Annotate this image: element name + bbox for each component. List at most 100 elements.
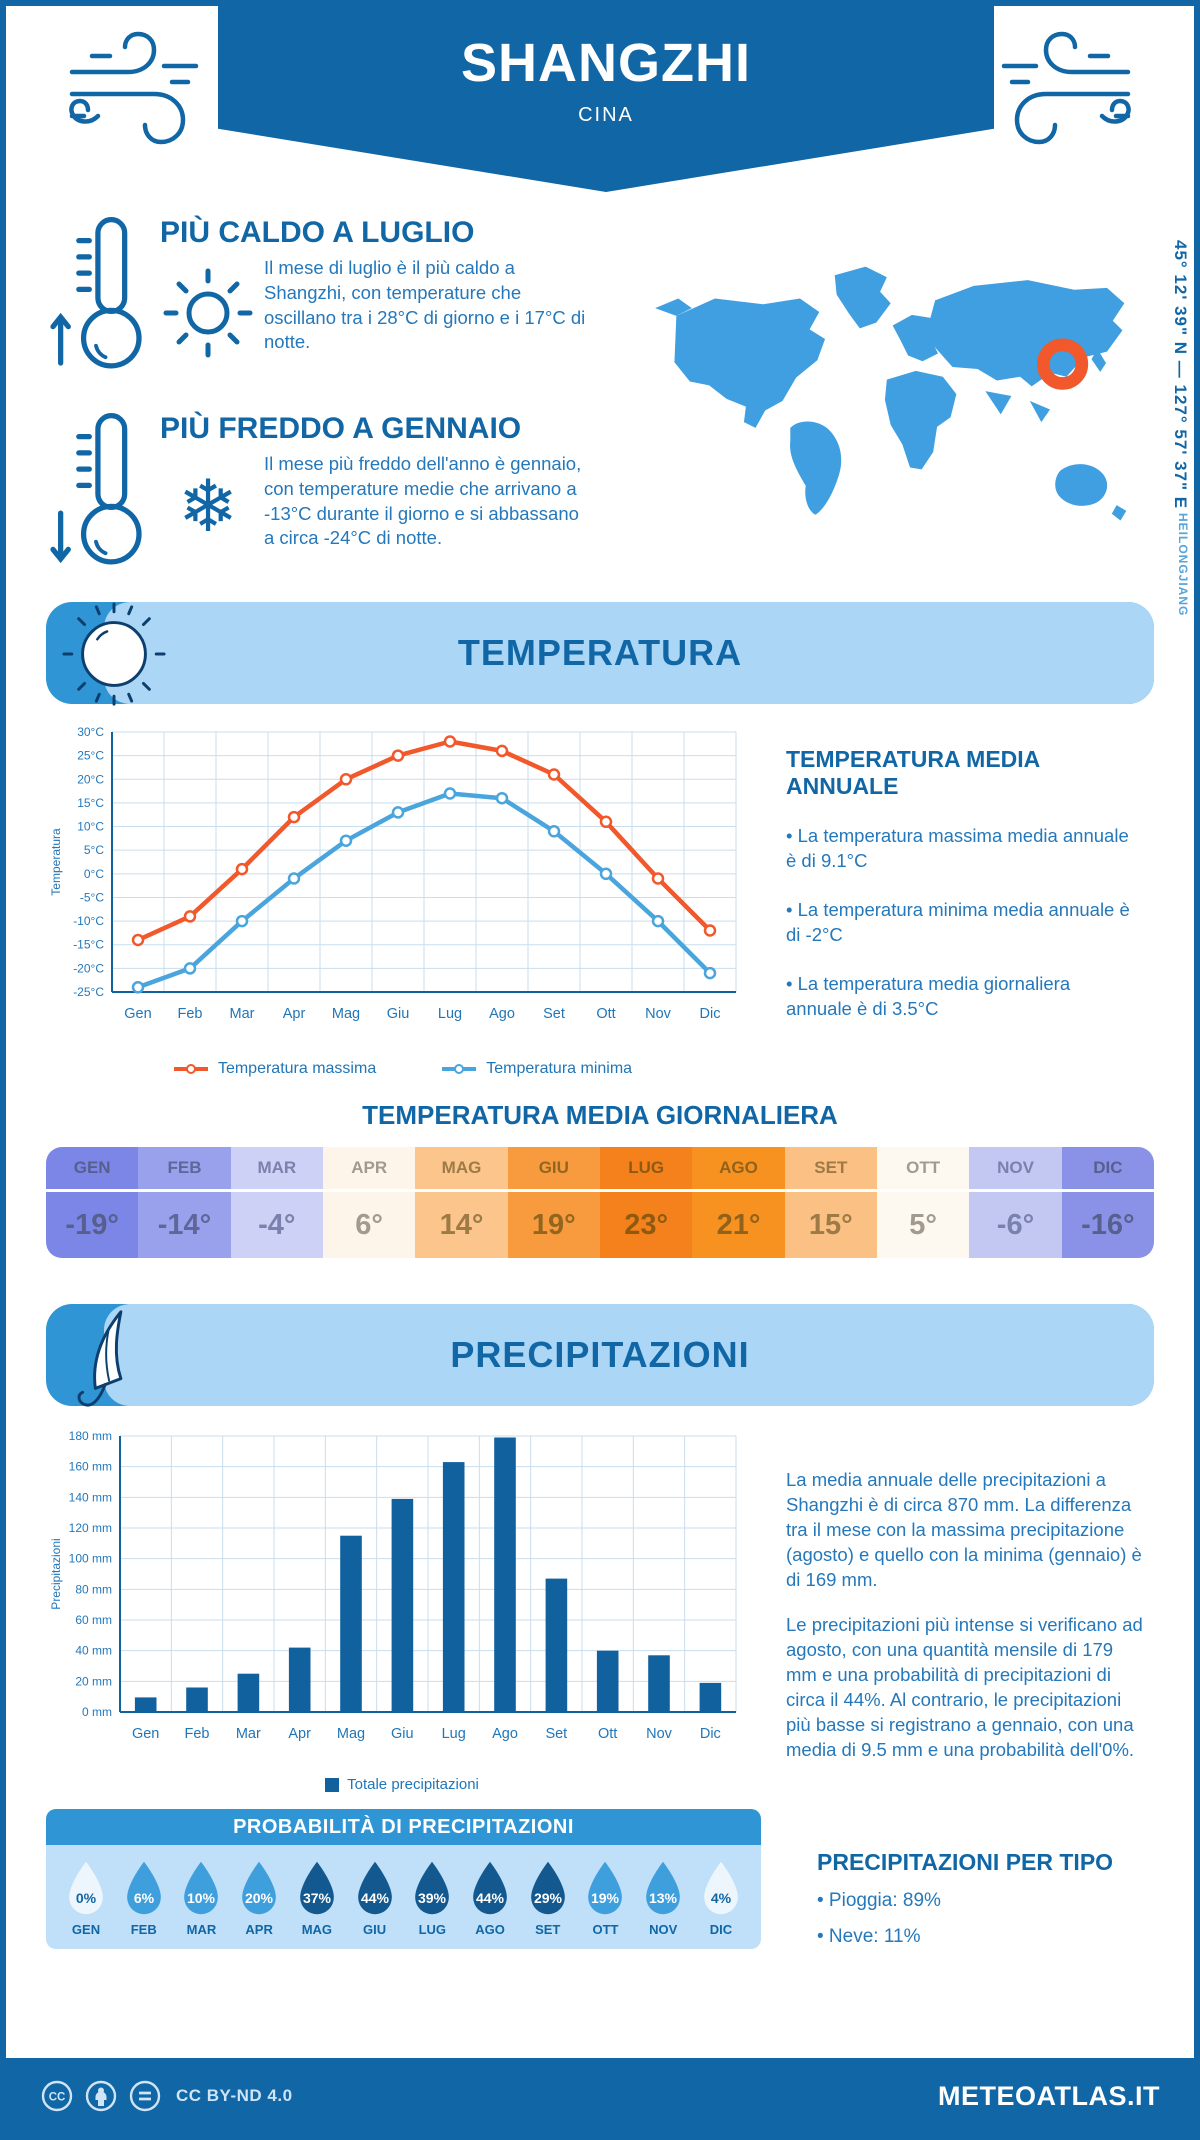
meteoatlas-brand: METEOATLAS.IT [938,2080,1160,2111]
svg-text:Set: Set [545,1726,567,1742]
droplet-month-label: SET [535,1922,561,1937]
month-column-ago: AGO 21° [692,1147,785,1258]
svg-text:20%: 20% [245,1890,274,1906]
legend-label-max: Temperatura massima [217,1060,377,1077]
month-column-apr: APR 6° [323,1147,416,1258]
map-column: 45° 12' 39" N — 127° 57' 37" E HEILONGJI… [636,198,1194,616]
region-label: HEILONGJIANG [1176,513,1190,617]
temperature-section-title: TEMPERATURA [457,632,743,673]
month-mean-value: 5° [877,1192,970,1258]
month-mean-value: -6° [969,1192,1062,1258]
svg-text:25°C: 25°C [77,749,104,763]
month-column-mar: MAR -4° [230,1147,323,1258]
month-header: APR [323,1147,416,1192]
svg-text:20°C: 20°C [77,772,104,786]
svg-text:Apr: Apr [283,1006,306,1022]
droplet-dic: 4% DIC [695,1859,747,1937]
svg-text:-5°C: -5°C [80,890,104,904]
precipitation-paragraph: Le precipitazioni più intense si verific… [786,1613,1143,1760]
month-mean-value: 15° [784,1192,877,1258]
cc-by-icon [85,2080,117,2112]
svg-text:Precipitazioni: Precipitazioni [49,1538,63,1609]
droplet-lug: 39% LUG [406,1859,458,1937]
droplet-month-label: AGO [475,1922,505,1937]
intro-row: PIÙ CALDO A LUGLIO Il mese di luglio è i… [6,198,1194,616]
warmest-month-block: PIÙ CALDO A LUGLIO Il mese di luglio è i… [46,212,636,384]
svg-text:Apr: Apr [288,1726,311,1742]
month-mean-value: 14° [415,1192,508,1258]
droplet-month-label: NOV [649,1922,678,1937]
svg-text:Mag: Mag [332,1006,360,1022]
umbrella-banner-icon [77,1310,123,1407]
droplet-ago: 44% AGO [464,1859,516,1937]
precipitation-bar-chart: 0 mm 20 mm 40 mm 60 mm 80 mm 100 mm 120 mm 140 … [46,1422,758,1770]
legend-label-min: Temperatura minima [486,1060,633,1077]
month-column-ott: OTT 5° [877,1147,970,1258]
droplet-month-label: MAG [301,1922,333,1937]
svg-text:0 mm: 0 mm [82,1705,112,1719]
droplet-icon: 0% [69,1861,103,1915]
annual-bullet: • La temperatura massima media annuale è… [786,825,1129,871]
svg-text:120 mm: 120 mm [69,1521,112,1535]
svg-text:160 mm: 160 mm [69,1460,112,1474]
svg-text:Set: Set [543,1006,565,1022]
legend-label-total: Totale precipitazioni [347,1776,479,1793]
wind-icon [1001,31,1131,145]
month-column-lug: LUG 23° [600,1147,693,1258]
svg-text:Giu: Giu [391,1726,414,1742]
precipitation-paragraph: La media annuale delle precipitazioni a … [786,1469,1142,1590]
header: SHANGZHI CINA [6,6,1194,198]
temperature-chart-row: -25°C -20°C -15°C -10°C -5°C 0°C 5°C 10°C 15°C 20… [6,704,1194,1078]
droplet-month-label: MAR [186,1922,217,1937]
droplet-month-label: FEB [130,1922,157,1937]
svg-text:37%: 37% [303,1890,332,1906]
svg-text:Nov: Nov [646,1726,673,1742]
wind-icon [69,31,199,145]
month-header: NOV [969,1147,1062,1192]
svg-text:CC: CC [49,2092,66,2104]
droplet-mar: 10% MAR [175,1859,227,1937]
cc-icon: CC [41,2080,73,2112]
thermometer-up-icon [50,217,142,369]
month-header: OTT [877,1147,970,1192]
svg-text:-10°C: -10°C [73,914,104,928]
license-label: CC BY-ND 4.0 [176,2086,293,2105]
svg-text:Ago: Ago [492,1726,518,1742]
warmest-month-body: PIÙ CALDO A LUGLIO Il mese di luglio è i… [146,212,594,384]
svg-text:20 mm: 20 mm [75,1674,112,1688]
annual-temperature-heading: TEMPERATURA MEDIA ANNUALE [786,746,1040,799]
droplet-ott: 19% OTT [579,1859,631,1937]
probability-row: PROBABILITÀ DI PRECIPITAZIONI 0% GEN 6% FEB… [6,1793,1194,1949]
highlights-column: PIÙ CALDO A LUGLIO Il mese di luglio è i… [46,198,636,600]
temperature-chart-legend: Temperatura massima Temperatura minima [46,1060,758,1078]
svg-text:Temperatura: Temperatura [49,828,63,896]
svg-text:-25°C: -25°C [73,985,104,999]
page-title: SHANGZHI [461,33,751,93]
title-banner: SHANGZHI CINA [218,6,994,192]
svg-text:44%: 44% [361,1890,390,1906]
svg-text:13%: 13% [649,1890,678,1906]
svg-text:Mag: Mag [337,1726,365,1742]
precipitation-text-column: La media annuale delle precipitazioni a … [758,1422,1154,1793]
svg-text:0°C: 0°C [84,867,104,881]
month-header: SET [784,1147,877,1192]
droplet-icon: 37% [300,1861,334,1915]
droplet-month-label: LUG [418,1922,447,1937]
coordinates-label: 45° 12' 39" N — 127° 57' 37" E [1171,240,1190,510]
svg-text:Ott: Ott [596,1006,615,1022]
month-header: LUG [600,1147,693,1192]
svg-text:29%: 29% [534,1890,563,1906]
geo-labels: 45° 12' 39" N — 127° 57' 37" E HEILONGJI… [1170,240,1190,670]
svg-text:39%: 39% [418,1890,447,1906]
annual-bullet: • La temperatura minima media annuale è … [786,898,1130,945]
rain-share: • Pioggia: 89% [817,1890,941,1911]
droplet-gen: 0% GEN [60,1859,112,1937]
svg-text:Mar: Mar [236,1726,261,1742]
monthly-temperature-table: GEN -19° FEB -14° MAR -4° APR 6° MAG 14° GIU 19° LUG… [46,1147,1154,1258]
droplet-month-label: GIU [363,1922,387,1937]
droplet-icon: 19% [588,1861,623,1915]
month-column-feb: FEB -14° [138,1147,231,1258]
month-column-giu: GIU 19° [507,1147,600,1258]
droplet-icon: 6% [126,1861,161,1915]
svg-text:6%: 6% [134,1890,155,1906]
